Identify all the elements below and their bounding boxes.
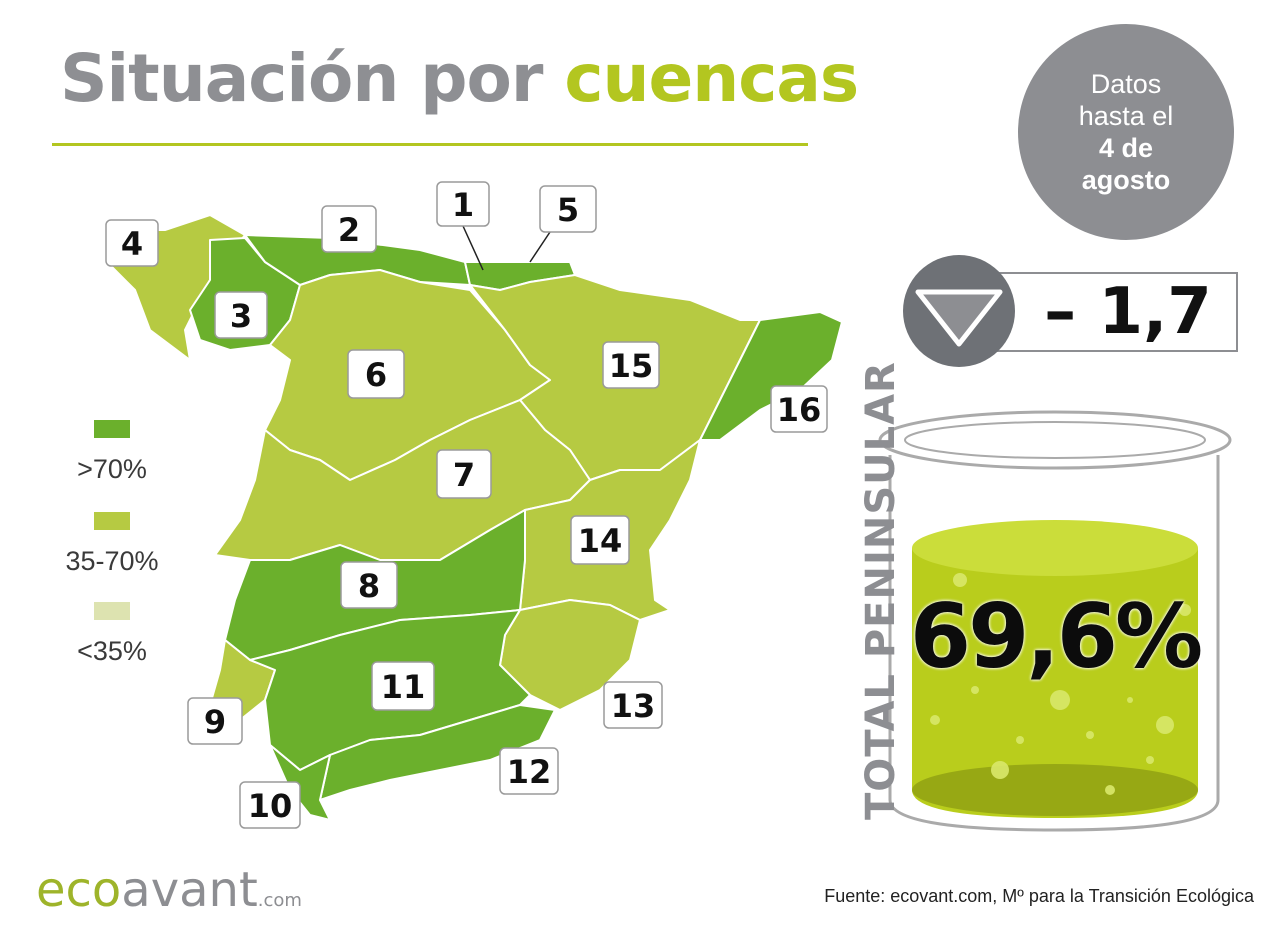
legend-label-mid: 35-70%	[65, 546, 159, 576]
title-main: Situación por	[60, 40, 565, 117]
basin-label-4: 4	[105, 219, 159, 267]
basin-number-12: 12	[507, 753, 552, 791]
basin-12-region	[319, 704, 556, 801]
basin-label-7: 7	[436, 449, 492, 499]
basin-number-16: 16	[777, 391, 822, 429]
basin-16-region	[699, 311, 843, 441]
legend-swatch-mid	[94, 512, 130, 530]
legend-label-low: <35%	[77, 636, 147, 666]
date-line-2: hasta el	[1078, 101, 1174, 131]
basin-label-14: 14	[570, 515, 630, 565]
source-note: Fuente: ecovant.com, Mº para la Transici…	[824, 886, 1254, 906]
down-triangle-icon	[915, 289, 1003, 347]
basin-number-5: 5	[557, 191, 579, 229]
page-title: Situación por cuencas	[60, 40, 859, 117]
legend-item-mid: 35-70%	[52, 512, 172, 577]
legend-swatch-low	[94, 602, 130, 620]
basin-label-2: 2	[321, 205, 377, 253]
total-label: TOTAL PENINSULAR	[858, 361, 904, 820]
basin-label-6: 6	[347, 349, 405, 399]
basin-number-3: 3	[230, 297, 252, 335]
basin-number-8: 8	[358, 567, 380, 605]
title-accent: cuencas	[564, 40, 859, 117]
date-line-4: agosto	[1081, 165, 1171, 195]
basin-label-5: 5	[539, 185, 597, 233]
date-badge: Datos hasta el 4 de agosto	[1018, 24, 1234, 240]
legend-label-high: >70%	[77, 454, 147, 484]
basin-label-12: 12	[499, 747, 559, 795]
basin-label-10: 10	[239, 781, 301, 829]
basin-label-15: 15	[602, 341, 660, 389]
basin-number-13: 13	[611, 687, 656, 725]
basin-number-7: 7	[453, 456, 475, 494]
date-line-3: 4 de	[1098, 133, 1154, 163]
basin-number-2: 2	[338, 211, 360, 249]
basin-label-9: 9	[187, 697, 243, 745]
basin-number-6: 6	[365, 356, 387, 394]
basin-label-13: 13	[603, 681, 663, 729]
weekly-change-value: – 1,7	[1044, 275, 1212, 349]
basin-number-11: 11	[381, 668, 426, 706]
basin-label-16: 16	[770, 385, 828, 433]
basin-number-10: 10	[248, 787, 293, 825]
basin-number-1: 1	[452, 186, 474, 224]
basin-label-1: 1	[436, 181, 490, 227]
basin-label-3: 3	[214, 291, 268, 339]
legend-item-low: <35%	[52, 602, 172, 667]
total-value: 69,6%	[909, 585, 1203, 688]
basin-number-14: 14	[578, 522, 623, 560]
basin-number-15: 15	[609, 347, 654, 385]
basin-5-leader	[529, 231, 551, 263]
basin-label-8: 8	[340, 561, 398, 609]
title-underline	[52, 143, 808, 146]
basin-number-9: 9	[204, 703, 226, 741]
ecoavant-logo: ecoavant.com	[36, 862, 302, 918]
date-line-1: Datos	[1090, 69, 1162, 99]
jar-graphic	[878, 410, 1232, 832]
legend-item-high: >70%	[52, 420, 172, 485]
basin-label-11: 11	[371, 661, 435, 711]
basin-number-4: 4	[121, 225, 143, 263]
basin-1-leader	[462, 225, 484, 271]
legend-swatch-high	[94, 420, 130, 438]
